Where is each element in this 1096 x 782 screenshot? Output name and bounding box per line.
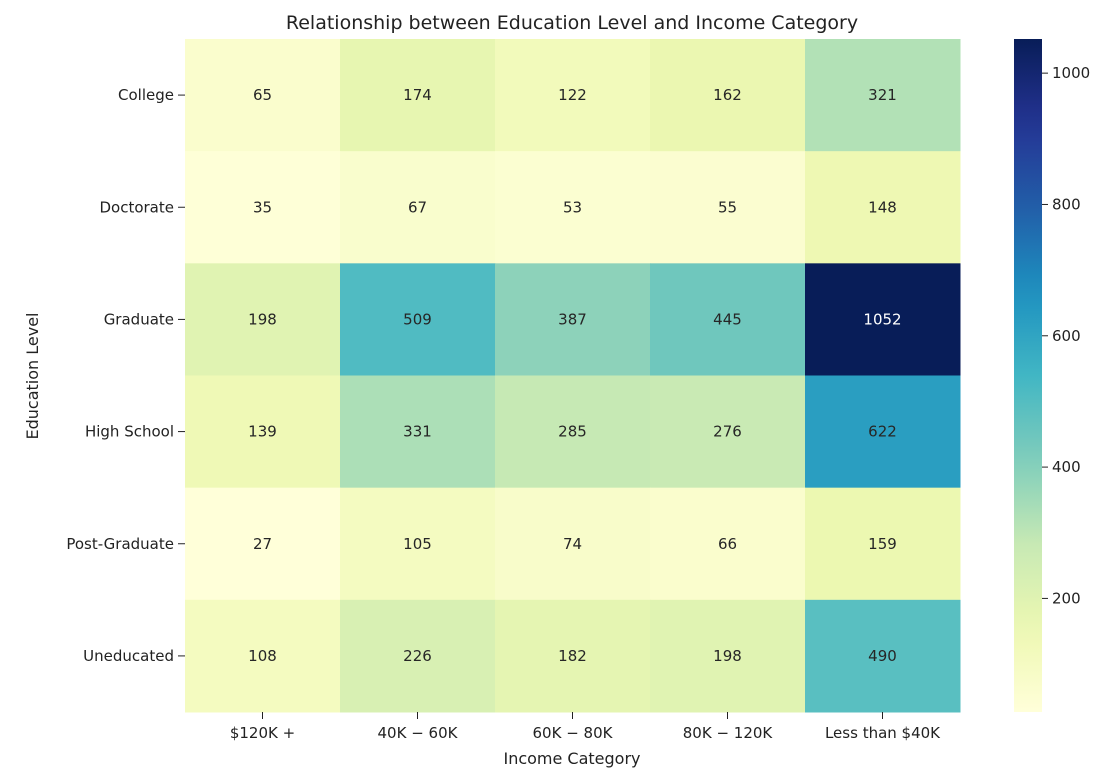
heatmap-cell — [185, 151, 341, 264]
heatmap-cell — [805, 487, 961, 601]
heatmap-cell — [805, 263, 961, 376]
heatmap-cell — [340, 487, 496, 601]
heatmap-cell — [650, 263, 806, 376]
cell-value-label: 622 — [868, 423, 897, 441]
y-tick-label: High School — [85, 423, 174, 441]
cell-value-label: 67 — [408, 198, 427, 216]
cell-value-label: 148 — [868, 198, 897, 216]
y-tick-label: Graduate — [104, 310, 174, 328]
heatmap-cell — [495, 599, 651, 713]
x-tick-label: 40K − 60K — [378, 724, 459, 742]
heatmap-cell — [340, 151, 496, 264]
heatmap-cell — [495, 263, 651, 376]
cell-value-label: 105 — [403, 535, 432, 553]
heatmap-cell — [805, 151, 961, 264]
y-tick-label: Uneducated — [83, 647, 174, 665]
x-tick-label: $120K + — [230, 724, 295, 742]
heatmap-cell — [650, 151, 806, 264]
heatmap-cell — [650, 599, 806, 713]
heatmap-cell — [495, 375, 651, 489]
heatmap-cell — [805, 39, 961, 152]
cell-value-label: 1052 — [863, 310, 901, 328]
y-tick-label: College — [118, 86, 174, 104]
heatmap-cells — [185, 39, 961, 713]
y-axis: College Doctorate Graduate High School Post-… — [66, 86, 185, 665]
cell-value-label: 285 — [558, 423, 587, 441]
colorbar-tick-label: 800 — [1052, 195, 1081, 213]
colorbar — [1014, 39, 1042, 712]
cell-value-label: 174 — [403, 86, 432, 104]
chart-title: Relationship between Education Level and… — [286, 12, 858, 34]
heatmap-cell — [650, 487, 806, 601]
heatmap-cell — [805, 375, 961, 489]
x-tick-label: 60K − 80K — [533, 724, 614, 742]
heatmap-cell — [805, 599, 961, 713]
colorbar-tick-label: 600 — [1052, 327, 1081, 345]
x-axis-label: Income Category — [503, 749, 640, 768]
heatmap-cell-labels: 65 174 122 162 321 35 67 53 55 148 198 509 387 445 105… — [248, 86, 901, 665]
cell-value-label: 445 — [713, 310, 742, 328]
heatmap-cell — [650, 375, 806, 489]
heatmap-cell — [650, 39, 806, 152]
cell-value-label: 66 — [718, 535, 737, 553]
heatmap-cell — [185, 263, 341, 376]
cell-value-label: 27 — [253, 535, 272, 553]
y-tick-label: Post-Graduate — [66, 535, 174, 553]
cell-value-label: 108 — [248, 647, 277, 665]
heatmap-cell — [340, 263, 496, 376]
cell-value-label: 162 — [713, 86, 742, 104]
heatmap-cell — [185, 487, 341, 601]
cell-value-label: 490 — [868, 647, 897, 665]
colorbar-tick-label: 1000 — [1052, 64, 1090, 82]
cell-value-label: 198 — [713, 647, 742, 665]
y-axis-label: Education Level — [23, 313, 42, 440]
cell-value-label: 159 — [868, 535, 897, 553]
cell-value-label: 226 — [403, 647, 432, 665]
colorbar-tick-label: 200 — [1052, 589, 1081, 607]
heatmap-cell — [185, 599, 341, 713]
heatmap-cell — [185, 375, 341, 489]
colorbar-ticks: 200 400 600 800 1000 — [1042, 64, 1090, 607]
x-tick-label: Less than $40K — [825, 724, 941, 742]
cell-value-label: 74 — [563, 535, 582, 553]
cell-value-label: 65 — [253, 86, 272, 104]
cell-value-label: 321 — [868, 86, 897, 104]
heatmap-cell — [340, 39, 496, 152]
cell-value-label: 139 — [248, 423, 277, 441]
x-axis: $120K + 40K − 60K 60K − 80K 80K − 120K Less … — [230, 712, 941, 742]
cell-value-label: 387 — [558, 310, 587, 328]
heatmap-cell — [340, 599, 496, 713]
cell-value-label: 53 — [563, 198, 582, 216]
cell-value-label: 198 — [248, 310, 277, 328]
colorbar-tick-label: 400 — [1052, 458, 1081, 476]
cell-value-label: 35 — [253, 198, 272, 216]
x-tick-label: 80K − 120K — [683, 724, 774, 742]
cell-value-label: 331 — [403, 423, 432, 441]
heatmap-cell — [495, 487, 651, 601]
cell-value-label: 122 — [558, 86, 587, 104]
heatmap-cell — [340, 375, 496, 489]
heatmap-cell — [495, 39, 651, 152]
cell-value-label: 55 — [718, 198, 737, 216]
y-tick-label: Doctorate — [99, 198, 174, 216]
cell-value-label: 276 — [713, 423, 742, 441]
cell-value-label: 182 — [558, 647, 587, 665]
cell-value-label: 509 — [403, 310, 432, 328]
heatmap-cell — [495, 151, 651, 264]
heatmap-cell — [185, 39, 341, 152]
